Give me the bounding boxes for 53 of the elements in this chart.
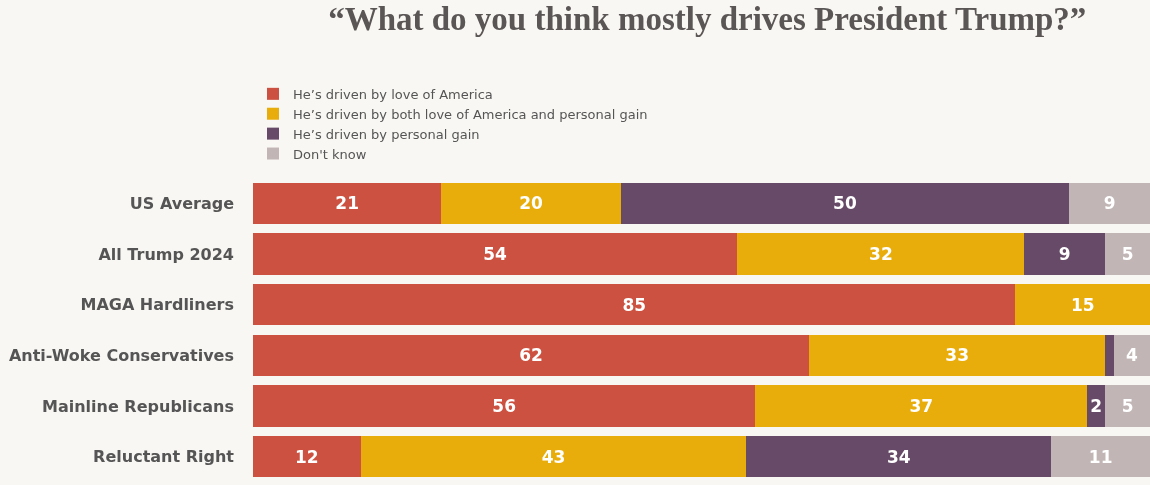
bar: [1024, 233, 1106, 275]
data-label: 9: [1103, 193, 1116, 214]
legend-label: He’s driven by both love of America and personal gain: [293, 106, 648, 122]
data-label: 5: [1121, 396, 1134, 416]
bar: [360, 435, 747, 478]
y-tick-label: Anti-Woke Conservatives: [8, 345, 234, 365]
data-label: 5: [1121, 244, 1134, 264]
bar: [253, 283, 1016, 326]
data-label: 20: [519, 193, 543, 214]
y-tick-label: Mainline Republicans: [41, 396, 234, 416]
bar: [1105, 233, 1150, 275]
bar: [253, 182, 442, 225]
bar: [755, 385, 1088, 427]
bar: [1105, 334, 1115, 377]
data-label: 4: [1126, 345, 1139, 366]
bar: [620, 182, 1070, 225]
bar: [809, 334, 1106, 377]
data-label: 12: [294, 446, 319, 467]
data-label: 37: [909, 396, 934, 416]
data-label: 54: [483, 244, 508, 264]
data-label: 9: [1058, 244, 1071, 264]
data-label: 62: [519, 345, 543, 366]
bar: [1105, 385, 1150, 427]
data-label: 32: [869, 244, 893, 264]
y-tick-label: MAGA Hardliners: [80, 295, 234, 315]
data-label: 2: [1090, 396, 1103, 416]
y-tick-label: Reluctant Right: [93, 447, 235, 467]
bar: [1015, 283, 1150, 326]
bar: [253, 385, 756, 427]
bar: [441, 182, 621, 225]
bar: [253, 334, 810, 377]
y-tick-label: All Trump 2024: [98, 244, 234, 264]
legend-label: He’s driven by personal gain: [293, 126, 480, 142]
bar: [746, 435, 1052, 478]
bar: [1114, 334, 1150, 377]
data-label: 21: [335, 193, 360, 214]
bar: [253, 435, 361, 478]
data-label: 50: [833, 193, 857, 214]
data-label: 34: [886, 446, 911, 467]
bar: [737, 233, 1025, 275]
data-label: 43: [541, 446, 566, 467]
bar: [253, 233, 738, 275]
data-label: 85: [622, 294, 647, 315]
data-label: 56: [492, 396, 516, 416]
y-tick-label: US Average: [129, 193, 235, 213]
chart-title: “What do you think mostly drives President Trump?”: [328, 1, 1087, 38]
data-label: 15: [1070, 294, 1095, 315]
legend-label: He’s driven by love of America: [293, 86, 493, 102]
data-label: 11: [1088, 446, 1113, 467]
data-label: 33: [945, 345, 969, 366]
bar: [1051, 435, 1150, 478]
bar: [1069, 182, 1150, 225]
legend-label: Don't know: [293, 146, 367, 162]
